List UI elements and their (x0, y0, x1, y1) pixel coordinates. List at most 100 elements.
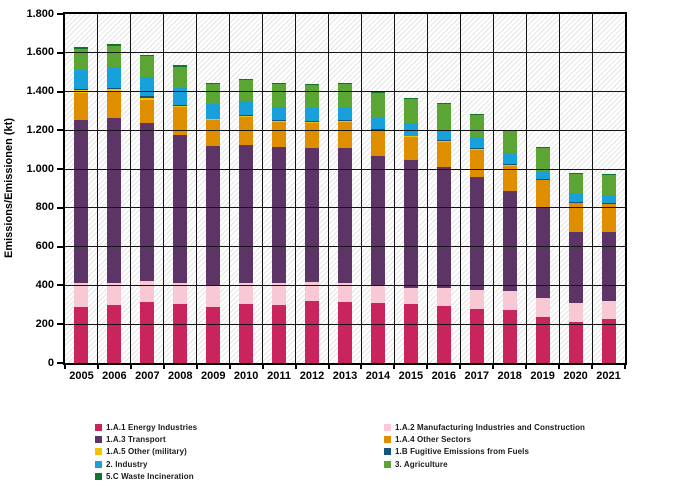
y-tick-label: 0 (47, 356, 54, 369)
x-tick-label: 2020 (563, 370, 588, 382)
bar-segment (535, 298, 550, 317)
legend-item: 1.A.4 Other Sectors (384, 433, 585, 445)
x-tick-mark (591, 365, 594, 369)
bar-2013 (338, 83, 352, 363)
bar-2015 (403, 98, 418, 363)
legend-item: 1.B Fugitive Emissions from Fuels (384, 446, 585, 458)
bar-segment (173, 134, 188, 284)
gridline-horizontal (65, 52, 625, 54)
x-tick-label: 2007 (135, 370, 160, 382)
x-tick-label: 2011 (267, 370, 292, 382)
bar-segment (206, 118, 221, 120)
bar-segment (173, 66, 188, 88)
bar-segment (436, 306, 451, 363)
bar-segment (206, 120, 221, 146)
bar-segment (338, 106, 352, 121)
bar-segment (502, 163, 517, 165)
bar-segment (272, 84, 287, 107)
bar-segment (107, 118, 122, 284)
bar-segment (206, 82, 221, 84)
bar-segment (140, 281, 155, 303)
bar-segment (239, 282, 254, 305)
bar-segment (535, 147, 550, 149)
legend-label: 1.A.2 Manufacturing Industries and Const… (395, 422, 586, 432)
bar-segment (370, 155, 385, 287)
legend-item: 1.A.5 Other (military) (95, 446, 197, 458)
y-tick-label: 1.000 (26, 162, 54, 175)
bar-segment (436, 141, 451, 168)
bar-segment (206, 83, 221, 105)
gridline-horizontal (65, 246, 625, 248)
x-tick-label: 2019 (530, 370, 555, 382)
bar-2020 (568, 173, 583, 363)
bar-segment (370, 286, 385, 304)
bar-2005 (74, 47, 89, 363)
x-tick-mark (360, 365, 363, 369)
bar-segment (502, 164, 517, 166)
legend-swatch-icon (384, 460, 391, 468)
gridline-horizontal (65, 168, 625, 170)
bar-segment (107, 44, 122, 46)
x-tick-label: 2009 (200, 370, 226, 382)
bar-segment (403, 136, 418, 161)
bar-segment (403, 160, 418, 289)
bar-segment (239, 115, 254, 117)
bar-segment (469, 309, 484, 363)
bar-2007 (140, 54, 155, 363)
bar-segment (338, 282, 352, 302)
gridline-vertical (591, 14, 593, 363)
bar-2012 (305, 83, 320, 363)
bar-2008 (173, 65, 188, 363)
x-tick-mark (96, 365, 99, 369)
bar-segment (173, 104, 188, 106)
bar-segment (338, 148, 352, 283)
bar-segment (601, 204, 616, 232)
gridline-vertical (97, 14, 99, 363)
x-tick-mark (492, 365, 495, 369)
y-tick-label: 400 (35, 278, 54, 291)
bar-segment (436, 103, 451, 105)
bar-segment (173, 105, 188, 107)
bar-segment (338, 83, 352, 85)
y-tick-mark (57, 245, 64, 248)
bar-segment (535, 171, 550, 180)
legend-item: 1.A.2 Manufacturing Industries and Const… (384, 421, 585, 433)
bar-segment (338, 122, 352, 149)
bar-segment (239, 144, 254, 283)
bar-segment (305, 300, 320, 363)
bar-segment (239, 116, 254, 118)
gridline-vertical (393, 14, 395, 363)
bar-segment (305, 121, 320, 123)
bar-2017 (469, 113, 484, 363)
legend-swatch-icon (95, 473, 102, 481)
x-tick-mark (624, 365, 626, 369)
bar-segment (469, 148, 484, 149)
bar-segment (305, 281, 320, 301)
y-tick-label: 1.400 (26, 85, 54, 98)
bar-segment (305, 107, 320, 122)
legend-swatch-icon (95, 460, 102, 468)
bar-segment (535, 180, 550, 207)
bar-segment (535, 206, 550, 299)
y-tick-mark (57, 362, 64, 364)
bar-segment (436, 104, 451, 131)
x-tick-label: 2014 (365, 370, 391, 382)
bar-segment (107, 66, 122, 88)
bar-segment (74, 88, 89, 91)
bar-segment (370, 303, 385, 363)
bar-segment (272, 106, 287, 121)
bar-segment (502, 130, 517, 155)
x-tick-mark (162, 365, 165, 369)
x-tick-mark (558, 365, 561, 369)
bar-segment (206, 285, 221, 307)
bar-segment (535, 316, 550, 363)
legend-item: 1.A.1 Energy Industries (95, 421, 197, 433)
bar-segment (403, 99, 418, 123)
bar-segment (601, 194, 616, 204)
legend-label: 1.A.1 Energy Industries (106, 422, 198, 432)
bar-segment (74, 282, 89, 307)
bar-segment (239, 304, 254, 363)
bar-segment (403, 304, 418, 363)
bar-segment (338, 120, 352, 121)
legend: 1.A.1 Energy Industries 1.A.3 Transport 1.… (0, 421, 677, 483)
